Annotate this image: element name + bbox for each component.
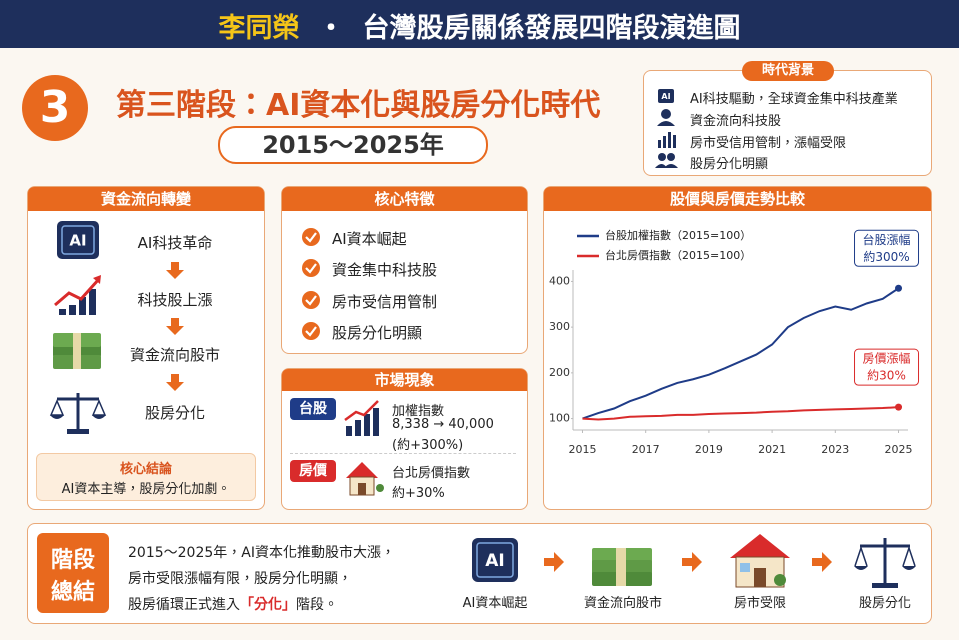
- flow-step: 科技股上漲: [137, 291, 213, 309]
- legend-label: 台股加權指數（2015=100）: [605, 228, 751, 242]
- y-tick-label: 200: [549, 366, 570, 379]
- series-line: [582, 406, 899, 421]
- x-tick-label: 2017: [632, 443, 660, 456]
- annotation-box: [854, 229, 920, 267]
- annotation: 台股漲幅: [863, 232, 911, 247]
- market-title: 市場現象: [282, 369, 527, 391]
- background-item: AI科技驅動，全球資金集中科技產業: [690, 92, 898, 107]
- header-title: 台灣股房關係發展四階段演進圖: [362, 13, 741, 44]
- background-box: [643, 70, 932, 176]
- flow-icons: AI: [49, 221, 107, 434]
- background-item: 股房分化明顯: [690, 157, 769, 172]
- x-tick-label: 2023: [821, 443, 849, 456]
- summary-flow-label: 房市受限: [733, 596, 786, 611]
- x-tick-label: 2015: [568, 443, 596, 456]
- icon-text: AI: [661, 92, 670, 101]
- summary-title-box: [37, 533, 109, 613]
- author: 李同榮: [218, 13, 300, 44]
- feature-item: 資金集中科技股: [332, 261, 438, 279]
- header-bar: [0, 0, 959, 48]
- flow-arrows: [166, 262, 184, 391]
- market-tag: 台股: [290, 398, 336, 420]
- summary-line: 股房循環正式進入: [128, 597, 240, 613]
- features-panel: [281, 186, 528, 354]
- y-tick-label: 400: [549, 274, 570, 287]
- end-point: [895, 403, 903, 411]
- flow-title: 資金流向轉變: [28, 187, 264, 211]
- feature-item: 股房分化明顯: [332, 324, 423, 342]
- summary-flow-label: AI資本崛起: [462, 596, 528, 611]
- conclusion-title: 核心結論: [119, 462, 172, 477]
- separator: ・: [317, 13, 345, 44]
- feature-item: AI資本崛起: [332, 230, 407, 248]
- market-tag: 房價: [290, 460, 336, 482]
- x-tick-label: 2019: [695, 443, 723, 456]
- flow-step: AI科技革命: [137, 234, 213, 252]
- market-line: (約+300%): [392, 438, 464, 453]
- stage-period: 2015～2025年: [218, 126, 488, 164]
- summary-flow-label: 資金流向股市: [583, 596, 662, 611]
- annotation: 約300%: [863, 249, 909, 264]
- divider: [290, 453, 516, 454]
- annotation: 房價漲幅: [863, 351, 911, 366]
- conclusion: AI資本主導，股房分化加劇。: [61, 482, 231, 497]
- header: 李同榮・台灣股房關係發展四階段演進圖: [0, 6, 959, 45]
- background-icons: AI: [655, 89, 678, 168]
- summary-line: 房市受限漲幅有限，股房分化明顯，: [128, 571, 352, 587]
- stage-title: 第三階段：AI資本化與股房分化時代: [116, 88, 601, 123]
- conclusion-box: [36, 453, 256, 501]
- feature-item: 房市受信用管制: [332, 293, 438, 311]
- background-item: 房市受信用管制，漲幅受限: [690, 136, 847, 151]
- legend-label: 台北房價指數（2015=100）: [605, 248, 751, 262]
- stage-number: 3: [22, 75, 88, 141]
- summary-highlight: 「分化」: [240, 597, 296, 613]
- market-line: 8,338 → 40,000: [392, 417, 494, 432]
- chart-title: 股價與房價走勢比較: [544, 187, 931, 211]
- flow-step: 股房分化: [144, 404, 205, 422]
- summary-title: 總結: [50, 580, 95, 605]
- annotation: 約30%: [867, 368, 906, 383]
- flow-step: 資金流向股市: [129, 346, 220, 364]
- y-tick-label: 300: [549, 320, 570, 333]
- market-line: 加權指數: [392, 404, 445, 419]
- market-panel: [281, 368, 528, 510]
- background-title: 時代背景: [742, 61, 834, 81]
- summary-flow-label: 股房分化: [858, 596, 911, 611]
- market-line: 台北房價指數: [392, 466, 471, 481]
- background-item: 資金流向科技股: [690, 114, 782, 129]
- summary-tail: 階段。: [296, 597, 338, 613]
- icon-text: AI: [485, 551, 504, 571]
- features-title: 核心特徵: [282, 187, 527, 211]
- check-icons: [302, 228, 320, 340]
- y-tick-label: 100: [549, 412, 570, 425]
- series-line: [582, 287, 900, 420]
- summary-icons: AI: [472, 534, 916, 588]
- end-point: [895, 284, 903, 292]
- market-icons: [344, 400, 384, 496]
- x-tick-label: 2021: [758, 443, 786, 456]
- chart: 100 200 300 400 2015 2017 2019 2021 2023 2025 台股加權…: [549, 228, 920, 456]
- annotation-box: [854, 348, 920, 386]
- market-line: 約+30%: [392, 486, 445, 501]
- summary-line: 2015～2025年，AI資本化推動股市大漲，: [128, 545, 395, 561]
- summary-title: 階段: [50, 548, 95, 573]
- summary-line-last: 股房循環正式進入「分化」階段。: [128, 594, 338, 614]
- x-tick-label: 2025: [885, 443, 913, 456]
- icon-text: AI: [69, 232, 86, 250]
